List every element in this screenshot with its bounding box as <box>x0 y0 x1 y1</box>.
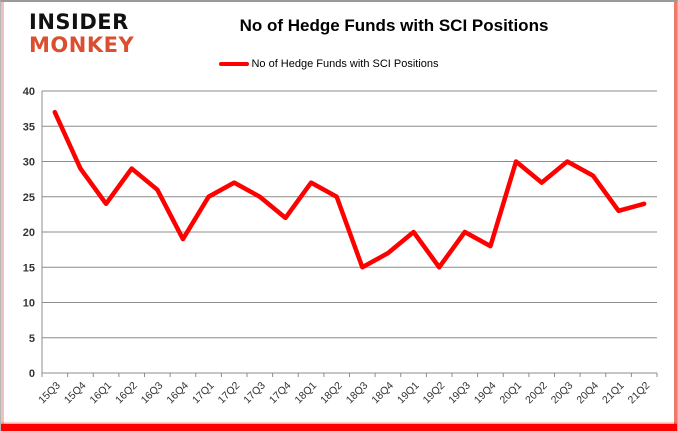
logo-line2: MONKEY <box>29 33 135 57</box>
x-axis-label: 19Q1 <box>395 380 422 407</box>
x-axis-label: 20Q1 <box>498 380 525 407</box>
y-axis-label: 25 <box>23 192 35 204</box>
insider-monkey-logo: INSIDER MONKEY <box>29 12 134 56</box>
x-axis-label: 17Q4 <box>267 380 294 407</box>
y-axis-label: 5 <box>29 333 35 345</box>
x-axis-label: 20Q3 <box>549 380 576 407</box>
chart-title: No of Hedge Funds with SCI Positions <box>239 16 549 35</box>
y-axis-label: 30 <box>23 157 35 169</box>
y-axis-label: 35 <box>23 121 35 133</box>
x-axis-label: 17Q2 <box>216 380 243 407</box>
y-axis-label: 0 <box>29 368 35 380</box>
x-axis-label: 19Q2 <box>421 380 448 407</box>
x-axis-label: 16Q4 <box>164 380 191 407</box>
x-axis-label: 18Q3 <box>344 380 371 407</box>
legend-label: No of Hedge Funds with SCI Positions <box>251 58 439 70</box>
x-axis-label: 21Q1 <box>600 380 627 407</box>
y-axis-label: 20 <box>23 227 35 239</box>
legend: No of Hedge Funds with SCI Positions <box>1 58 657 70</box>
x-axis-label: 19Q3 <box>446 380 473 407</box>
x-axis-label: 15Q3 <box>36 380 63 407</box>
y-axis-label: 40 <box>23 86 35 98</box>
logo-line1: INSIDER <box>29 10 129 34</box>
x-axis-label: 20Q2 <box>523 380 550 407</box>
bottom-red-border <box>1 424 677 431</box>
x-axis-label: 17Q1 <box>190 380 217 407</box>
x-axis-label: 16Q1 <box>88 380 115 407</box>
x-axis-label: 19Q4 <box>472 380 499 407</box>
x-axis-label: 15Q4 <box>62 380 89 407</box>
y-axis-label: 15 <box>23 262 35 274</box>
x-axis-label: 18Q4 <box>369 380 396 407</box>
x-axis-label: 18Q1 <box>293 380 320 407</box>
x-axis-label: 16Q3 <box>139 380 166 407</box>
x-axis-label: 16Q2 <box>113 380 140 407</box>
x-axis-label: 17Q3 <box>241 380 268 407</box>
series-line <box>52 109 647 270</box>
x-axis-label: 20Q4 <box>574 380 601 407</box>
legend-line-swatch <box>219 62 250 66</box>
y-axis-label: 10 <box>23 298 35 310</box>
x-axis-label: 21Q2 <box>626 380 653 407</box>
x-axis-label: 18Q2 <box>318 380 345 407</box>
